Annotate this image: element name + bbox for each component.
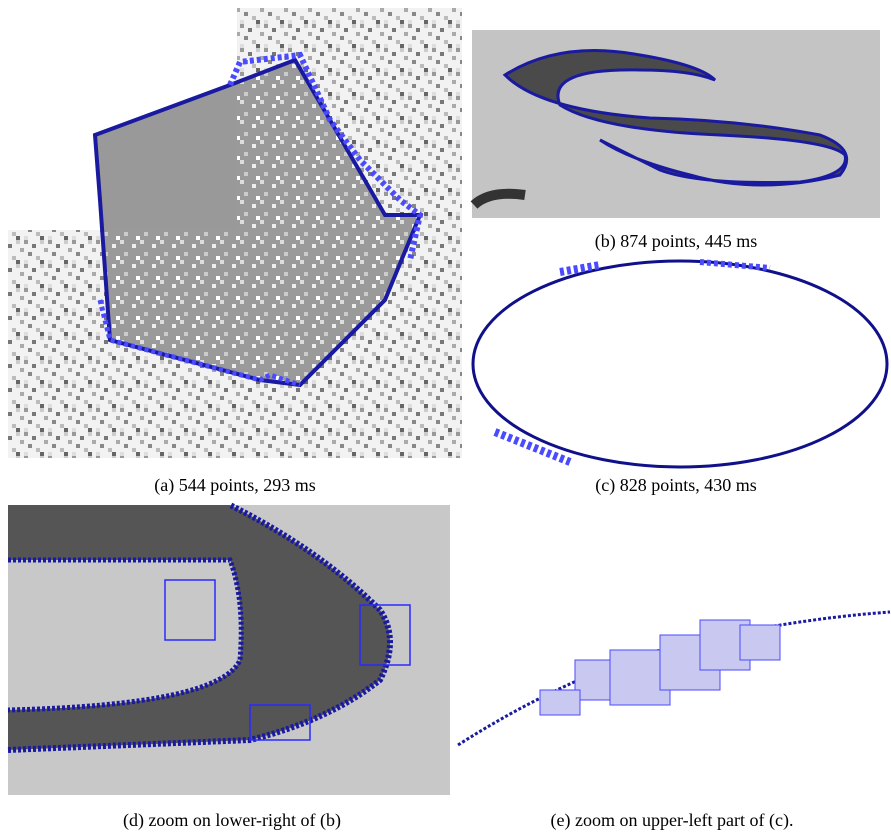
figure: (a) 544 points, 293 ms (b) 874 points, 4… [0, 0, 891, 835]
panel-d [8, 505, 450, 795]
caption: (c) 828 points, 430 ms [595, 475, 757, 496]
panel-b [472, 30, 880, 218]
caption: (e) zoom on upper-left part of (c). [550, 810, 793, 831]
caption: (a) 544 points, 293 ms [154, 475, 316, 496]
caption: (d) zoom on lower-right of (b) [123, 810, 341, 831]
caption: (b) 874 points, 445 ms [595, 231, 758, 252]
panel-a [8, 8, 462, 458]
panel-e [458, 612, 890, 745]
panel-c [473, 261, 887, 467]
